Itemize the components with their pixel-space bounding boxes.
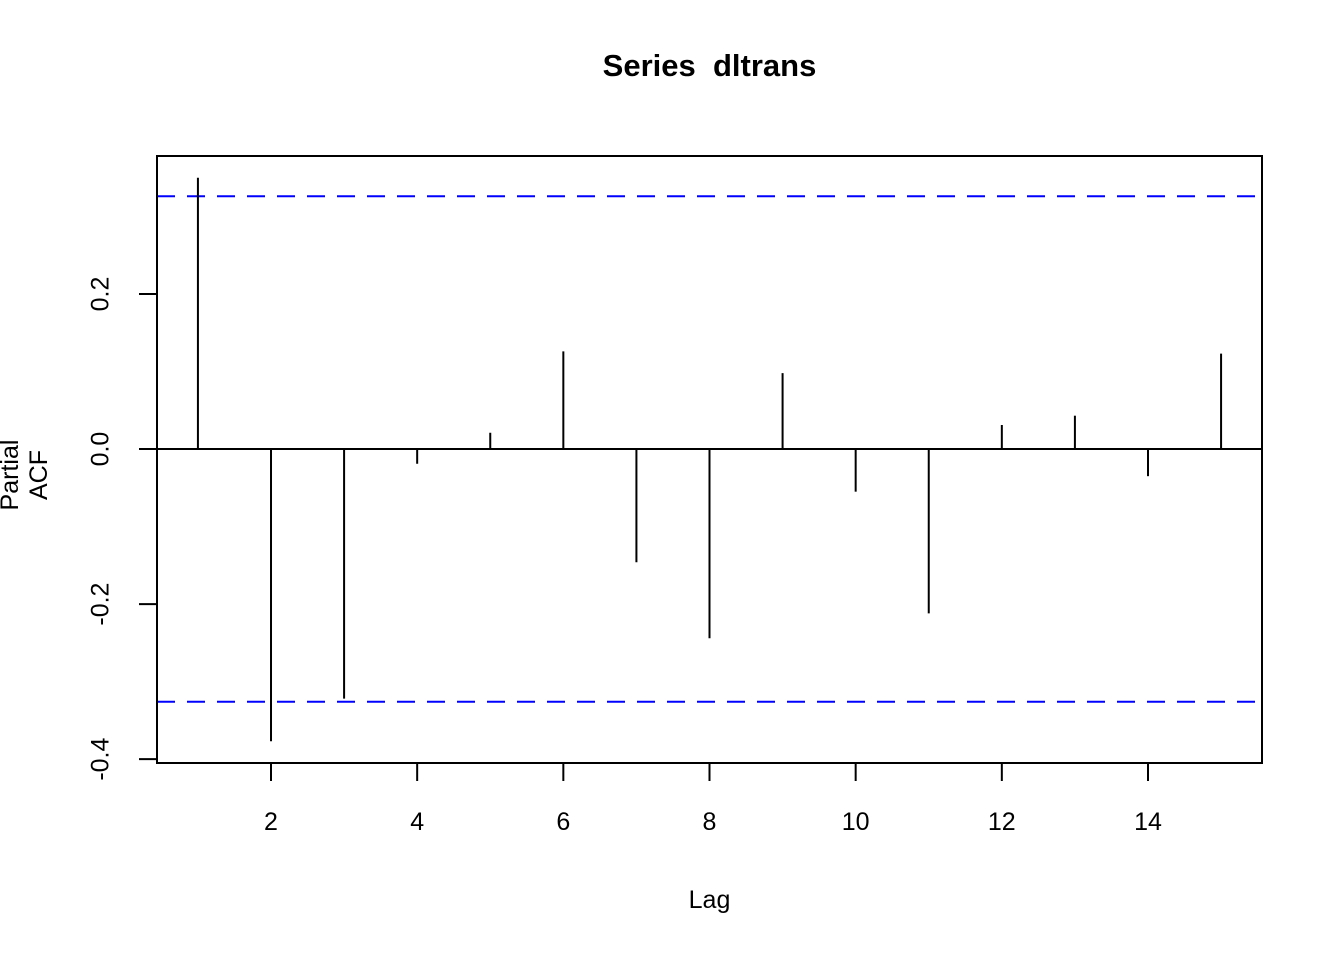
x-tick-label-2: 2 (264, 808, 278, 836)
x-tick-label-10: 10 (842, 808, 870, 836)
y-tick-label-0.2: 0.2 (87, 277, 115, 312)
x-tick-label-4: 4 (410, 808, 424, 836)
y-tick-label--0.2: -0.2 (87, 583, 115, 626)
x-tick-label-6: 6 (556, 808, 570, 836)
y-tick-label--0.4: -0.4 (87, 737, 115, 780)
x-tick-label-14: 14 (1134, 808, 1162, 836)
x-tick-label-8: 8 (703, 808, 717, 836)
x-axis-label: Lag (688, 886, 731, 914)
chart-title: Series dltrans (602, 48, 817, 83)
y-tick-label-0.0: 0.0 (87, 432, 115, 467)
x-tick-label-12: 12 (988, 808, 1016, 836)
